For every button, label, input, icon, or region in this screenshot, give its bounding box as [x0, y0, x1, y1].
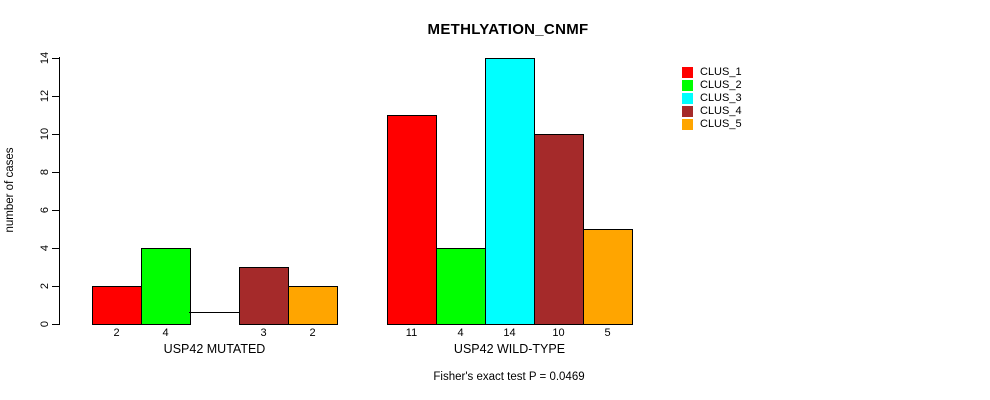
annotation-text: Fisher's exact test P = 0.0469 [433, 371, 585, 383]
y-tick-label: 4 [39, 244, 51, 252]
bar-value-label: 4 [162, 327, 169, 339]
bar-group1-clus-1 [92, 286, 142, 325]
y-tick-label: 2 [39, 282, 51, 290]
bar-value-label: 10 [552, 327, 565, 339]
legend-swatch-icon [682, 67, 693, 78]
y-tick-mark [52, 210, 59, 211]
group-label: USP42 MUTATED [163, 342, 266, 356]
y-axis-label: number of cases [4, 147, 16, 233]
y-tick-label: 12 [39, 89, 51, 103]
legend-item: CLUS_5 [682, 118, 742, 131]
zero-height-bar-line-clus-3 [189, 312, 240, 313]
legend-label: CLUS_1 [700, 66, 742, 78]
bar-value-label: 5 [604, 327, 611, 339]
chart-title: METHLYATION_CNMF [427, 21, 589, 38]
legend-item: CLUS_3 [682, 92, 742, 105]
bar-group2-clus-2 [436, 248, 486, 325]
bar-group1-clus-4 [239, 267, 289, 325]
legend-label: CLUS_3 [700, 92, 742, 104]
bar-group2-clus-5 [583, 229, 633, 325]
legend-item: CLUS_2 [682, 79, 742, 92]
y-tick-label: 10 [39, 127, 51, 141]
y-tick-label: 6 [39, 206, 51, 214]
y-tick-mark [52, 134, 59, 135]
legend-item: CLUS_1 [682, 66, 742, 79]
bar-value-label: 4 [457, 327, 464, 339]
legend-label: CLUS_2 [700, 79, 742, 91]
y-tick-mark [52, 96, 59, 97]
legend-label: CLUS_5 [700, 118, 742, 130]
bar-group2-clus-4 [534, 134, 584, 325]
legend-swatch-icon [682, 93, 693, 104]
bar-group1-clus-2 [141, 248, 191, 325]
y-tick-mark [52, 58, 59, 59]
y-tick-label: 14 [39, 51, 51, 65]
bar-group2-clus-3 [485, 58, 535, 325]
legend-swatch-icon [682, 119, 693, 130]
bar-value-label: 3 [260, 327, 267, 339]
legend-swatch-icon [682, 80, 693, 91]
bar-value-label: 14 [503, 327, 516, 339]
legend: CLUS_1 CLUS_2 CLUS_3 CLUS_4 CLUS_5 [682, 66, 742, 131]
legend-item: CLUS_4 [682, 105, 742, 118]
group-label: USP42 WILD-TYPE [453, 342, 566, 356]
bar-value-label: 2 [309, 327, 316, 339]
y-tick-mark [52, 248, 59, 249]
legend-swatch-icon [682, 106, 693, 117]
bar-value-label: 11 [405, 327, 418, 339]
y-tick-label: 8 [39, 168, 51, 176]
y-axis-line [59, 57, 60, 325]
bar-group2-clus-1 [387, 115, 437, 325]
y-tick-mark [52, 172, 59, 173]
y-tick-mark [52, 286, 59, 287]
legend-label: CLUS_4 [700, 105, 742, 117]
bar-group1-clus-5 [288, 286, 338, 325]
y-tick-mark [52, 324, 59, 325]
bar-value-label: 2 [113, 327, 120, 339]
y-tick-label: 0 [39, 320, 51, 328]
